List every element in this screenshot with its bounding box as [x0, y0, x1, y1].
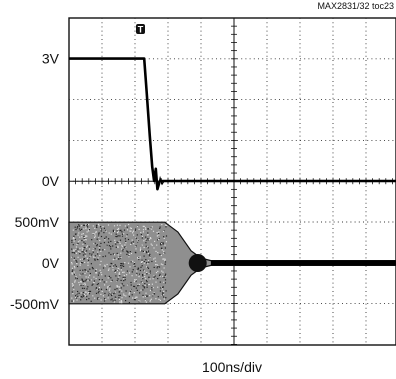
trace-2-envelope: [68, 221, 396, 305]
trace-2-noise-texture: [71, 223, 168, 304]
x-axis-label: 100ns/div: [202, 359, 262, 375]
trigger-marker: T: [136, 24, 145, 35]
y-tick-label: 500mV: [15, 214, 60, 230]
y-tick-label: -500mV: [10, 296, 60, 312]
trigger-marker-badge: [136, 24, 145, 34]
figure-reference: MAX2831/32 toc23: [317, 1, 394, 11]
trace-1-ringing: [153, 174, 165, 188]
y-tick-label: 3V: [42, 51, 60, 67]
trace-2-settled-line: [210, 260, 396, 266]
trace-1-waveform: [69, 57, 396, 191]
y-tick-labels: 3V 0V 500mV 0V -500mV: [10, 51, 60, 312]
trace-2-decay-knot: [188, 254, 207, 272]
trigger-marker-label: T: [138, 25, 144, 35]
y-tick-label: 0V: [42, 255, 60, 271]
y-tick-label: 0V: [42, 173, 60, 189]
